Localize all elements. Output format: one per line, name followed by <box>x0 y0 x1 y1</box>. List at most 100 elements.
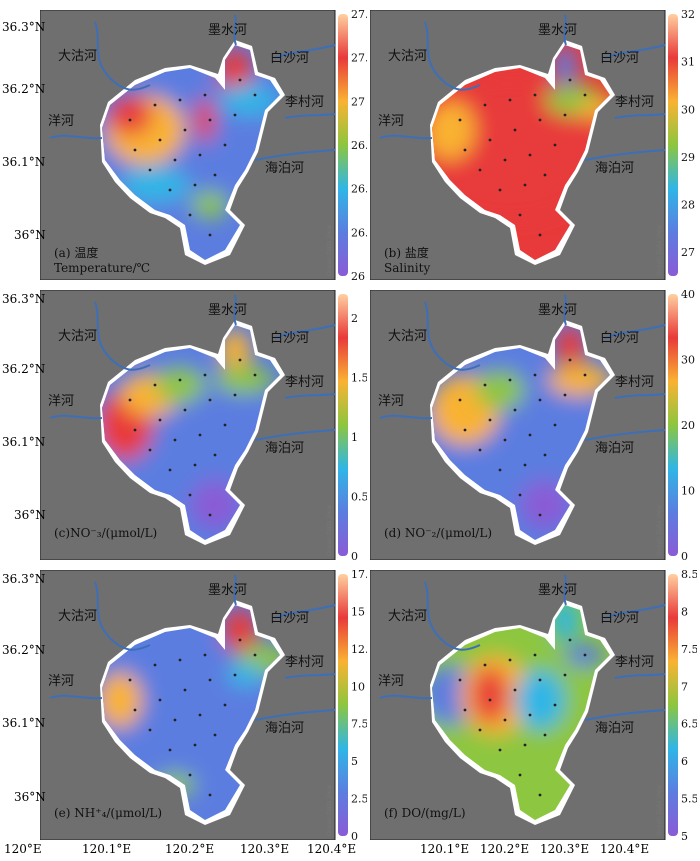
river-label-haibo: 海泊河 <box>595 721 634 736</box>
river-line <box>274 44 336 59</box>
colorbar-tick-label: 1 <box>351 431 358 444</box>
station-point <box>488 418 492 422</box>
station-point <box>128 398 132 402</box>
river-line <box>233 294 237 326</box>
river-line <box>94 581 151 651</box>
panel-caption: (e) NH⁺₄/(μmol/L) <box>54 806 162 820</box>
station-point <box>128 118 132 122</box>
river-label-mosui: 墨水河 <box>538 583 577 598</box>
colorbar-tick-label: 2.5 <box>351 793 367 806</box>
station-point <box>203 653 207 657</box>
river-label-haibo: 海泊河 <box>595 441 634 456</box>
station-point <box>213 173 217 177</box>
river-label-baisha: 白沙河 <box>600 50 639 66</box>
colorbar-tick-label: 29 <box>681 151 695 164</box>
station-point <box>513 408 517 412</box>
station-point <box>523 463 527 467</box>
station-point <box>253 373 257 377</box>
river-line <box>614 113 666 119</box>
station-point <box>568 78 572 82</box>
colorbar-tick-label: 26.25 <box>351 226 367 239</box>
lon-label-1204-right: 120.4°E <box>600 842 650 856</box>
panel-caption-unit: Salinity <box>384 261 430 275</box>
station-point <box>538 793 542 797</box>
river-line <box>584 429 666 441</box>
station-point <box>253 93 257 97</box>
panel-caption: (d) NO⁻₂/(μmol/L) <box>384 526 492 540</box>
station-point <box>523 183 527 187</box>
station-point <box>483 383 487 387</box>
station-point <box>198 433 202 437</box>
colorbar-tick-label: 8 <box>681 605 688 618</box>
station-point <box>178 658 182 662</box>
river-line <box>274 604 336 619</box>
station-point <box>213 733 217 737</box>
station-point <box>133 428 137 432</box>
field-blob-3 <box>472 667 508 723</box>
river-label-licun: 李村河 <box>285 375 324 390</box>
station-point <box>458 398 462 402</box>
station-point <box>508 378 512 382</box>
field-blob-6 <box>192 191 228 219</box>
field-blob-2 <box>475 370 525 410</box>
station-point <box>153 383 157 387</box>
station-point <box>528 153 532 157</box>
lat-label-row3-362: 36.2°N <box>2 643 46 657</box>
station-point <box>198 713 202 717</box>
colorbar-tick-label: 5 <box>351 755 358 768</box>
colorbar-e <box>338 574 348 836</box>
colorbar-tick-label: 7.5 <box>681 643 697 656</box>
station-point <box>463 708 467 712</box>
station-point <box>478 168 482 172</box>
map-panel-e: 墨水河 大沽河 白沙河 洋河 李村河 海泊河 (e) NH⁺₄/(μmol/L) Ocean … <box>40 570 367 840</box>
colorbar-tick-label: 31 <box>681 56 695 69</box>
lon-label-1202-left: 120.2°E <box>165 842 215 856</box>
colorbar-tick-label: 10 <box>351 680 365 693</box>
river-label-baisha: 白沙河 <box>600 610 639 626</box>
station-point <box>223 423 227 427</box>
field-blob-5 <box>220 84 280 116</box>
station-point <box>533 373 537 377</box>
station-point <box>208 118 212 122</box>
station-point <box>538 513 542 517</box>
station-point <box>178 378 182 382</box>
river-line <box>424 301 481 371</box>
station-point <box>208 678 212 682</box>
field-blob-4 <box>217 48 253 92</box>
lat-label-row1-363: 36.3°N <box>2 20 46 34</box>
station-point <box>168 468 172 472</box>
station-point <box>508 98 512 102</box>
river-line <box>254 709 336 721</box>
river-label-yang: 洋河 <box>48 394 74 409</box>
river-label-yang: 洋河 <box>378 394 404 409</box>
colorbar-tick-label: 17.5 <box>351 570 367 581</box>
map-panel-d: 墨水河 大沽河 白沙河 洋河 李村河 海泊河 (d) NO⁻₂/(μmol/L) Ocean … <box>370 290 697 560</box>
river-label-dagu: 大沽河 <box>388 329 427 344</box>
station-point <box>178 98 182 102</box>
river-line <box>614 673 666 679</box>
station-point <box>193 463 197 467</box>
colorbar-tick-label: 40 <box>681 290 695 301</box>
colorbar-tick-label: 26 <box>351 270 365 280</box>
river-label-haibo: 海泊河 <box>595 161 634 176</box>
station-point <box>193 743 197 747</box>
field-d <box>432 325 610 540</box>
colorbar-tick-label: 2 <box>351 312 358 325</box>
panel-caption: (a) 温度 <box>54 245 98 260</box>
colorbar-tick-label: 6 <box>681 755 688 768</box>
station-point <box>183 408 187 412</box>
station-point <box>203 373 207 377</box>
station-point <box>238 78 242 82</box>
station-point <box>483 663 487 667</box>
field-blob-5 <box>520 480 570 530</box>
river-line <box>94 21 151 91</box>
station-point <box>238 358 242 362</box>
colorbar-tick-label: 7 <box>681 680 688 693</box>
odv-watermark: Ocean Data View <box>656 504 663 556</box>
station-point <box>208 233 212 237</box>
